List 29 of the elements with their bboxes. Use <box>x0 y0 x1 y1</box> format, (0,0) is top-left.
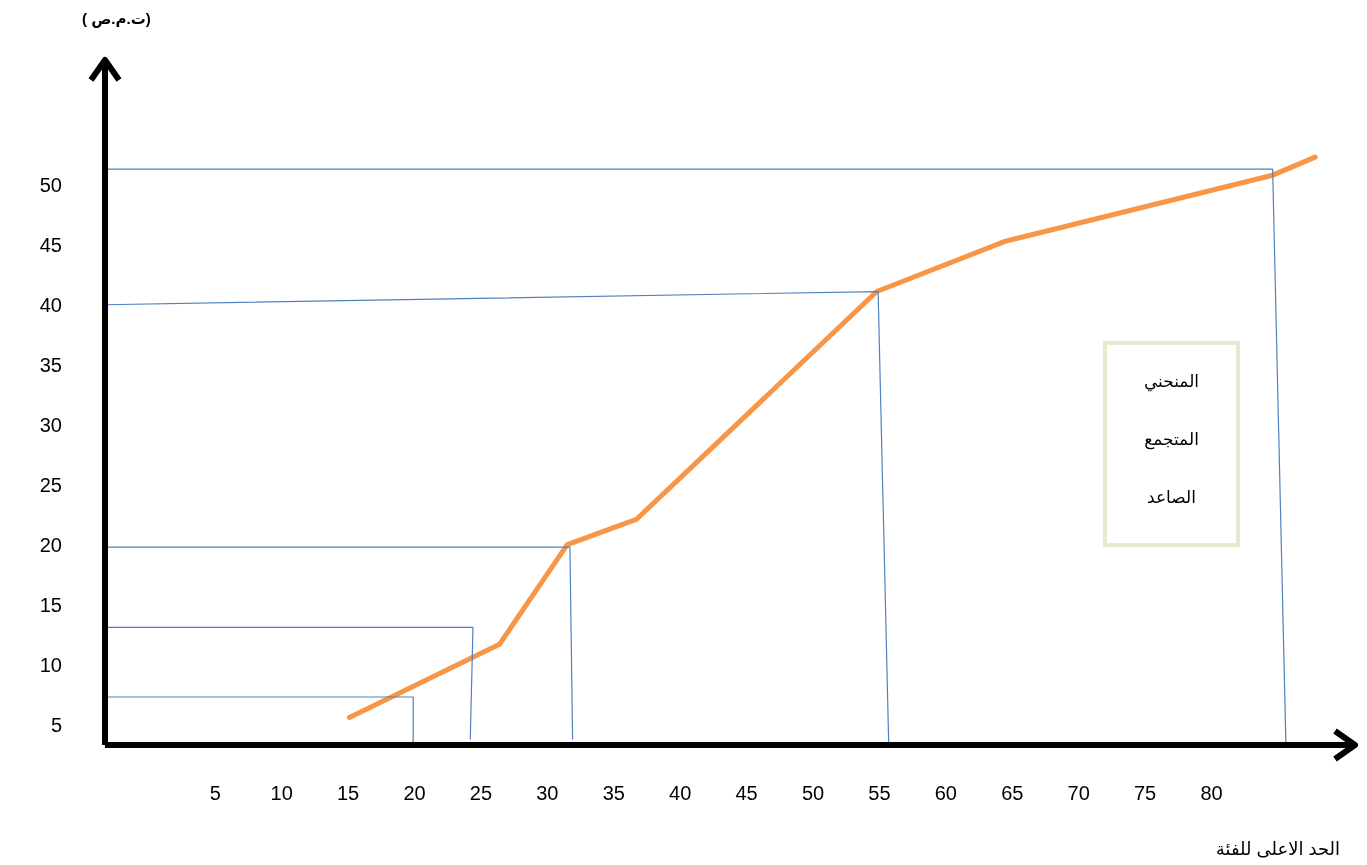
x-tick-label: 75 <box>1133 782 1157 804</box>
x-tick-label: 30 <box>536 782 559 804</box>
x-tick-label: 55 <box>868 782 891 804</box>
x-tick-label: 40 <box>669 782 692 804</box>
x-tick-label: 25 <box>469 782 493 804</box>
y-tick-label: 25 <box>39 473 62 496</box>
y-tick-label: 40 <box>39 293 62 316</box>
x-tick-label: 45 <box>735 782 758 804</box>
x-tick-label: 10 <box>270 782 293 804</box>
y-tick-label: 5 <box>50 713 62 736</box>
x-tick-label: 35 <box>602 782 625 804</box>
x-tick-label: 60 <box>934 782 957 804</box>
y-tick-label: 35 <box>39 353 62 376</box>
x-tick-label: 65 <box>1001 782 1024 804</box>
x-tick-label: 20 <box>403 782 426 804</box>
x-tick-label: 15 <box>336 782 360 804</box>
x-tick-label: 80 <box>1200 782 1223 804</box>
y-tick-label: 45 <box>39 233 62 256</box>
y-tick-label: 30 <box>39 413 62 436</box>
y-tick-label: 50 <box>39 173 62 196</box>
x-axis-title: الحد الاعلى للفئة <box>1215 839 1340 859</box>
x-tick-label: 5 <box>209 782 221 804</box>
x-tick-label: 70 <box>1067 782 1090 804</box>
y-tick-label: 10 <box>39 653 62 676</box>
y-axis-title: (ت.م.ص ) <box>82 10 151 28</box>
text: المنحني المتجمع الصاعد <box>1143 372 1200 507</box>
y-tick-label: 15 <box>39 593 62 616</box>
x-tick-label: 50 <box>801 782 825 804</box>
y-tick-label: 20 <box>39 533 62 556</box>
